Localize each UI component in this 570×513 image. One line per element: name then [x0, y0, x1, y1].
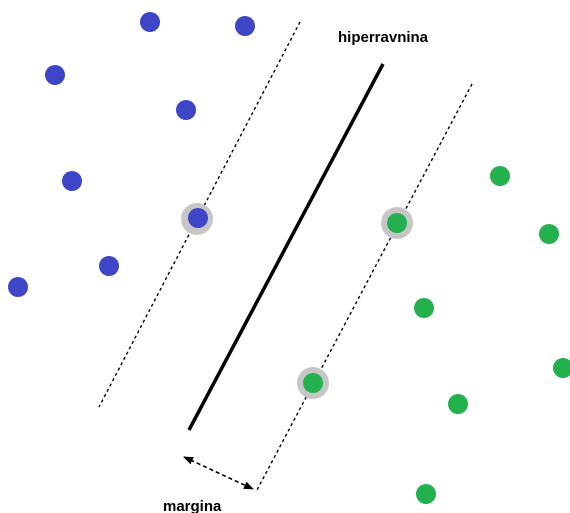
- data-point-class-a: [176, 100, 196, 120]
- data-point-class-b: [387, 213, 407, 233]
- data-point-class-a: [140, 12, 160, 32]
- data-point-class-b: [490, 166, 510, 186]
- class-b-points: [303, 166, 570, 504]
- data-point-class-b: [539, 224, 559, 244]
- data-point-class-b: [414, 298, 434, 318]
- data-point-class-b: [553, 358, 570, 378]
- margin-arrow: [183, 456, 254, 490]
- hyperplane-line: [187, 63, 385, 431]
- data-point-class-b: [303, 373, 323, 393]
- data-point-class-a: [188, 208, 208, 228]
- data-point-class-a: [62, 171, 82, 191]
- data-point-class-a: [8, 277, 28, 297]
- class-a-points: [8, 12, 255, 297]
- data-point-class-a: [235, 16, 255, 36]
- data-point-class-b: [448, 394, 468, 414]
- margin-boundary-right: [256, 83, 473, 491]
- data-point-class-b: [416, 484, 436, 504]
- margin-label: margina: [163, 498, 222, 513]
- data-point-class-a: [45, 65, 65, 85]
- hyperplane-label: hiperravnina: [338, 29, 429, 46]
- data-point-class-a: [99, 256, 119, 276]
